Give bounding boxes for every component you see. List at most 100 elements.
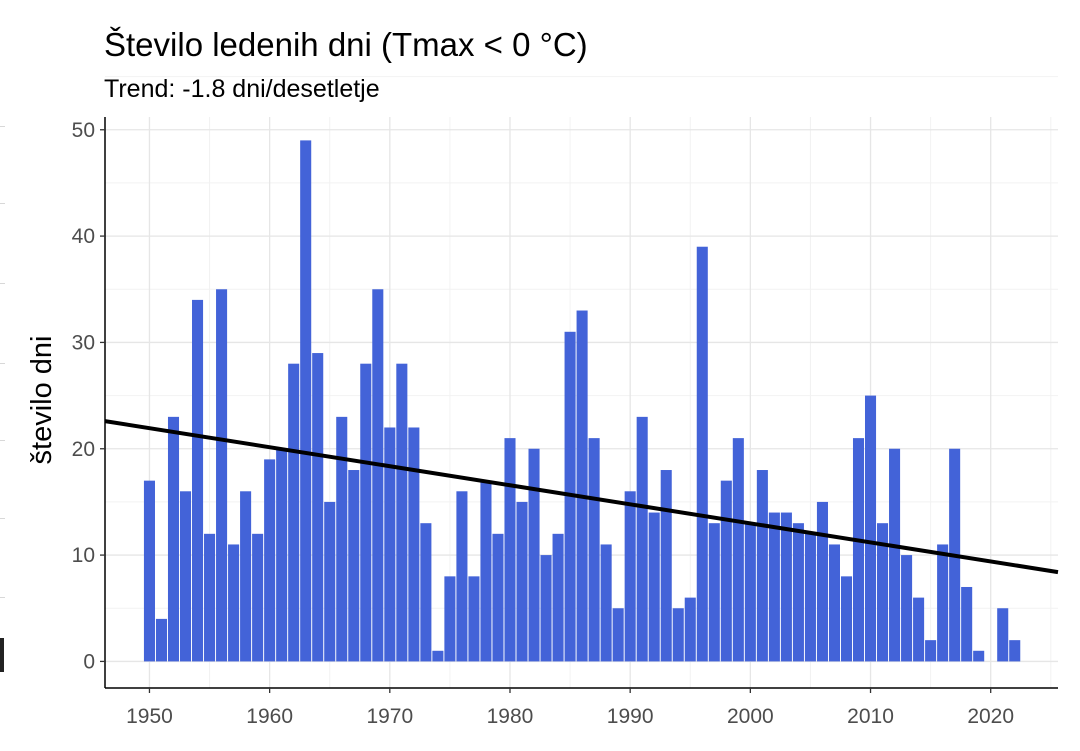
bar: [324, 501, 336, 662]
bar: [588, 438, 600, 662]
x-tick-label: 1970: [366, 705, 413, 728]
bar: [744, 523, 756, 662]
bar: [612, 608, 624, 662]
bar: [1009, 640, 1021, 662]
bar: [204, 533, 216, 662]
bar: [804, 533, 816, 662]
bar: [384, 427, 396, 662]
bar: [155, 618, 168, 662]
bar: [228, 544, 240, 662]
bar: [252, 533, 264, 662]
bar: [973, 650, 985, 662]
y-ticks: 0 10 20 30 40 50: [72, 119, 105, 673]
bar: [240, 491, 252, 662]
bar: [192, 299, 204, 662]
chart-title: Število ledenih dni (Tmax < 0 °C): [104, 26, 588, 63]
bar: [840, 576, 853, 662]
bar: [288, 363, 300, 662]
bar: [216, 289, 228, 662]
left-edge-tick: [0, 203, 5, 204]
x-tick-label: 2020: [967, 705, 1014, 728]
bar: [997, 608, 1009, 662]
bar: [360, 363, 372, 662]
x-tick-label: 1990: [607, 705, 654, 728]
bar: [552, 533, 564, 662]
bar: [756, 470, 768, 662]
trend-group: [104, 419, 1059, 575]
bar: [504, 438, 516, 662]
bar: [624, 491, 636, 662]
bar: [961, 586, 973, 662]
bar: [468, 576, 480, 662]
chart-subtitle: Trend: -1.8 dni/desetletje: [104, 75, 380, 103]
y-tick-label: 10: [72, 544, 95, 567]
bar: [684, 597, 696, 662]
left-edge-tick: [0, 363, 5, 364]
axes: [104, 117, 1058, 689]
bar: [516, 501, 528, 662]
bar: [179, 491, 192, 662]
bar: [492, 533, 504, 662]
bar: [408, 427, 420, 662]
bar: [432, 650, 444, 662]
bar: [852, 438, 865, 662]
bar: [264, 459, 276, 662]
bar: [732, 438, 744, 662]
bar: [792, 523, 804, 662]
left-edge-tick: [0, 126, 5, 127]
bar: [540, 555, 552, 662]
x-tick-label: 1960: [246, 705, 293, 728]
y-tick-label: 50: [72, 119, 95, 142]
bar: [828, 544, 840, 662]
x-ticks: 1950 1960 1970 1980 1990 2000 2010 2020: [126, 688, 1014, 728]
left-edge-tick: [0, 518, 5, 519]
bar: [143, 480, 155, 662]
bar: [816, 501, 828, 662]
bar: [300, 140, 312, 662]
bar: [672, 608, 684, 662]
bar: [901, 555, 913, 662]
x-tick-label: 1980: [487, 705, 534, 728]
bar: [696, 246, 708, 662]
x-tick-label: 2000: [727, 705, 774, 728]
bar: [925, 640, 937, 662]
left-edge-tick: [0, 597, 5, 598]
bar: [372, 289, 384, 662]
bar: [528, 448, 540, 662]
bar: [276, 448, 288, 662]
bar: [167, 416, 180, 662]
bar: [636, 416, 648, 662]
y-axis-label: število dni: [26, 336, 58, 465]
left-edge-mark: [0, 638, 4, 672]
bar: [420, 523, 432, 662]
bar: [480, 480, 492, 662]
bar: [937, 544, 949, 662]
left-edge-tick: [0, 440, 5, 441]
y-tick-label: 40: [72, 225, 95, 248]
bar: [720, 480, 732, 662]
bar: [889, 448, 901, 662]
bar: [576, 310, 588, 662]
bar: [312, 353, 324, 662]
bar: [913, 597, 925, 662]
bar: [877, 523, 889, 662]
x-tick-label: 2010: [847, 705, 894, 728]
bar: [444, 576, 456, 662]
y-tick-label: 20: [72, 438, 95, 461]
bar: [648, 512, 660, 662]
x-tick-label: 1950: [126, 705, 173, 728]
bar: [660, 470, 672, 662]
bar: [348, 470, 360, 662]
bar: [780, 512, 792, 662]
bar: [768, 512, 780, 662]
left-edge-tick: [0, 283, 5, 284]
bars: [143, 140, 1021, 662]
y-tick-label: 0: [83, 650, 95, 673]
bar: [456, 491, 468, 662]
bar: [708, 523, 720, 662]
y-tick-label: 30: [72, 331, 95, 354]
trend-line: [104, 419, 1059, 575]
bar: [864, 395, 877, 662]
bar: [600, 544, 612, 662]
